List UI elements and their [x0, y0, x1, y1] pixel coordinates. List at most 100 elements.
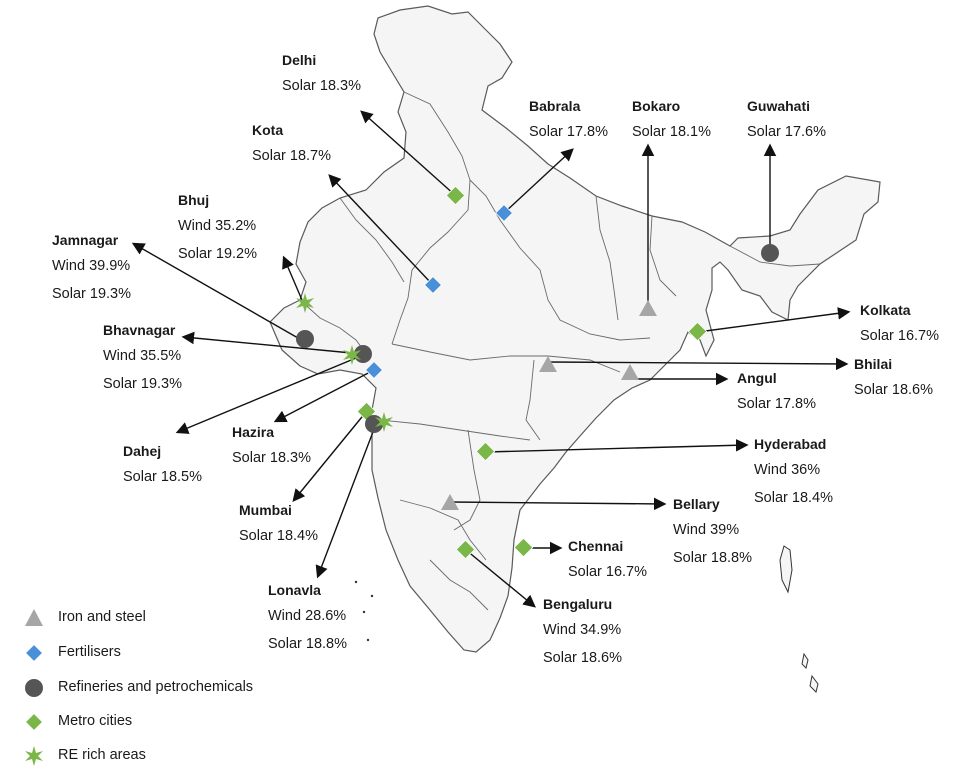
place-value: Wind 36% [754, 462, 821, 478]
arrow-babrala [503, 148, 574, 214]
place-name: Bengaluru [543, 596, 613, 612]
place-value: Wind 28.6% [268, 608, 347, 624]
place-value: Solar 19.3% [103, 376, 182, 392]
lakshadweep-islands [354, 580, 374, 642]
arrow-kolkata [697, 307, 851, 333]
steel-marker-bhilai [539, 356, 557, 372]
place-value: Solar 16.7% [860, 328, 939, 344]
place-name: Bhavnagar [103, 322, 176, 338]
place-name: Bhuj [178, 192, 210, 208]
star-icon [25, 746, 43, 766]
arrow-lonavla [315, 423, 377, 579]
metro-marker-kolkata [687, 321, 708, 342]
andaman-islands [779, 545, 793, 594]
fertiliser-marker-hazira [364, 360, 384, 380]
place-name: Kota [252, 122, 284, 138]
fertiliser-marker-kota [423, 275, 443, 295]
place-value: Solar 17.8% [529, 124, 608, 140]
place-name: Delhi [282, 52, 317, 68]
diamond-icon [24, 643, 44, 663]
place-name: Hyderabad [754, 436, 827, 452]
legend-label: Iron and steel [58, 609, 146, 625]
legend-item-metro: Metro cities [22, 710, 322, 734]
place-name: Bhilai [854, 356, 893, 372]
place-value: Solar 18.4% [754, 490, 833, 506]
place-name: Kolkata [860, 302, 911, 318]
metro-marker-hyderabad [475, 441, 496, 462]
place-value: Wind 35.2% [178, 218, 257, 234]
place-name: Jamnagar [52, 232, 119, 248]
steel-marker-bellary [441, 494, 459, 510]
place-value: Solar 17.8% [737, 396, 816, 412]
place-name: Bellary [673, 496, 720, 512]
legend-item-fertilisers: Fertilisers [22, 641, 322, 665]
arrow-hazira [273, 369, 375, 423]
refinery-marker-guwahati [761, 244, 779, 262]
place-value: Solar 19.3% [52, 286, 131, 302]
place-value: Solar 18.8% [673, 550, 752, 566]
arrow-dahej [175, 357, 357, 434]
triangle-icon [25, 609, 43, 626]
place-name: Lonavla [268, 582, 321, 598]
india-mainland [269, 5, 881, 653]
legend-item-re-rich: RE rich areas [22, 744, 322, 768]
metro-marker-delhi [445, 185, 466, 206]
arrow-bhuj [282, 255, 303, 301]
legend-item-iron-steel: Iron and steel [22, 606, 322, 630]
arrow-delhi [360, 110, 457, 197]
fertiliser-marker-babrala [494, 203, 514, 223]
arrow-bhilai [547, 357, 849, 371]
arrow-bengaluru [465, 549, 536, 608]
place-name: Bokaro [632, 98, 681, 114]
place-value: Solar 18.4% [239, 528, 318, 544]
site-markers [296, 185, 779, 560]
diamond-icon [24, 712, 44, 732]
place-value: Solar 18.1% [632, 124, 711, 140]
legend-label: Metro cities [58, 713, 133, 729]
state-borders [299, 91, 821, 611]
place-name: Dahej [123, 443, 162, 459]
arrow-bhavnagar [181, 331, 363, 355]
arrow-hyderabad [485, 438, 749, 453]
arrow-mumbai [292, 411, 367, 502]
circle-icon [25, 679, 43, 697]
place-value: Solar 16.7% [568, 564, 647, 580]
legend-label: Fertilisers [58, 644, 121, 660]
nicobar-islands [801, 652, 819, 693]
legend-label: Refineries and petrochemicals [58, 679, 254, 695]
place-name: Angul [737, 370, 777, 386]
arrow-kota [328, 174, 433, 285]
refinery-marker-jamnagar [296, 330, 314, 348]
place-name: Babrala [529, 98, 581, 114]
place-value: Solar 17.6% [747, 124, 826, 140]
annotation-arrows [131, 110, 851, 608]
place-value: Solar 18.3% [282, 78, 361, 94]
place-value: Solar 18.8% [268, 636, 347, 652]
place-name: Guwahati [747, 98, 811, 114]
country-outline [269, 5, 881, 693]
place-value: Wind 34.9% [543, 622, 622, 638]
re-marker-lonavla [375, 412, 393, 432]
legend-label: RE rich areas [58, 747, 146, 763]
steel-marker-angul [621, 364, 639, 380]
arrow-bellary [449, 497, 667, 511]
arrow-jamnagar [131, 242, 299, 339]
place-value: Solar 18.6% [543, 650, 622, 666]
place-value: Wind 39.9% [52, 258, 131, 274]
metro-marker-chennai [513, 537, 534, 558]
re-marker-bhuj [296, 293, 314, 313]
re-marker-bhavnagar [343, 345, 361, 365]
place-value: Solar 19.2% [178, 246, 257, 262]
place-value: Wind 35.5% [103, 348, 182, 364]
place-value: Solar 18.6% [854, 382, 933, 398]
place-value: Solar 18.7% [252, 148, 331, 164]
steel-marker-bokaro [639, 300, 657, 316]
place-name: Mumbai [239, 502, 292, 518]
legend-item-refineries: Refineries and petrochemicals [22, 676, 322, 700]
place-value: Solar 18.3% [232, 450, 311, 466]
metro-marker-bengaluru [455, 539, 476, 560]
place-value: Solar 18.5% [123, 469, 202, 485]
place-name: Hazira [232, 424, 275, 440]
place-value: Wind 39% [673, 522, 740, 538]
